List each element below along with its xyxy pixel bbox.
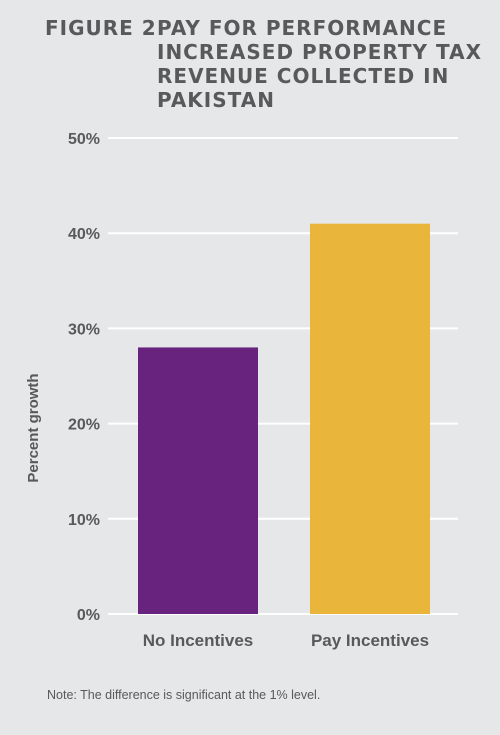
y-tick-label: 10% (68, 512, 100, 529)
x-tick-label: Pay Incentives (311, 631, 429, 650)
y-tick-label: 20% (68, 417, 100, 434)
figure-label: FIGURE 2: (45, 16, 166, 40)
chart-title: PAY FOR PERFORMANCE INCREASED PROPERTY T… (157, 16, 487, 112)
chart-title-line: PAY FOR PERFORMANCE (157, 16, 448, 40)
bar (310, 223, 430, 614)
y-axis-label: Percent growth (25, 373, 42, 482)
y-tick-label: 0% (77, 607, 100, 624)
footnote: Note: The difference is significant at t… (47, 688, 321, 702)
y-tick-label: 30% (68, 321, 100, 338)
chart-title-line: REVENUE COLLECTED IN (157, 64, 450, 88)
chart-title-line: INCREASED PROPERTY TAX (157, 40, 482, 64)
x-tick-label: No Incentives (143, 631, 254, 650)
bar (138, 347, 258, 614)
y-tick-label: 40% (68, 226, 100, 243)
y-tick-label: 50% (68, 131, 100, 148)
chart-title-line: PAKISTAN (157, 88, 275, 112)
